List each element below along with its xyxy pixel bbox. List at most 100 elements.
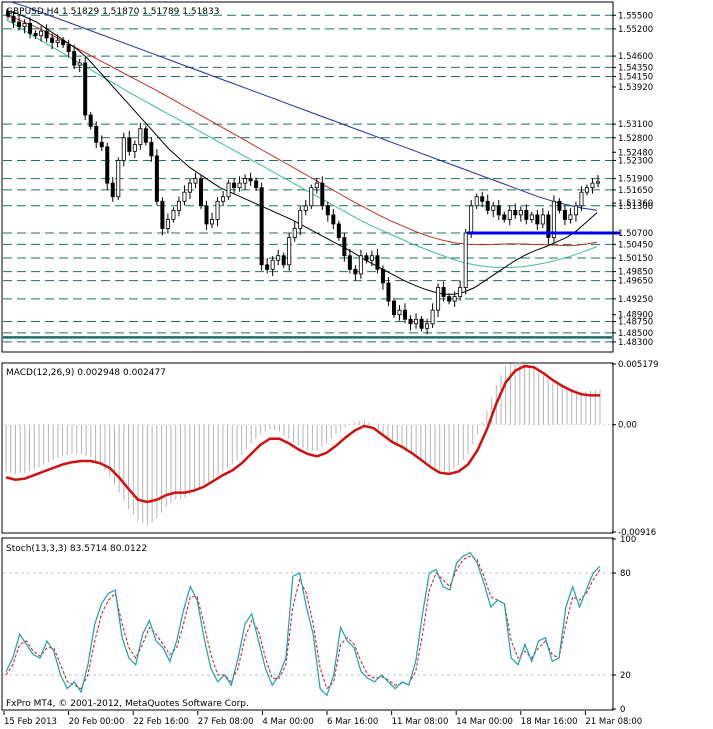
candle-body — [165, 219, 170, 229]
candle-body — [414, 318, 419, 325]
candle-body — [496, 205, 501, 216]
candle-body — [149, 141, 154, 157]
candle-body — [226, 182, 231, 198]
macd-axis: 0.005179 0.00 -0.00916 — [612, 360, 659, 538]
time-tick-label: 4 Mar 00:00 — [262, 717, 313, 727]
stoch-panel[interactable]: Stoch(13,3,3) 83.5714 80.0122 FxPro MT4,… — [1, 537, 614, 711]
stoch-main-line — [5, 551, 601, 697]
time-tick-label: 11 Mar 08:00 — [392, 717, 449, 727]
candle-body — [292, 228, 297, 238]
candle-body — [309, 187, 314, 207]
candle-body — [430, 309, 435, 325]
candle-body — [364, 255, 369, 261]
candle-body — [210, 219, 215, 225]
time-tick-label: 14 Mar 00:00 — [456, 717, 513, 727]
time-tick-label: 21 Mar 08:00 — [585, 717, 642, 727]
price-tick-label: 1.52800 — [618, 134, 653, 144]
price-tick-label: 1.50450 — [618, 240, 653, 250]
candle-body — [518, 209, 523, 216]
ma-slow-line — [5, 14, 598, 247]
macd-panel[interactable]: MACD(12,26,9) 0.002948 0.002477 — [1, 361, 614, 534]
candle-body — [535, 214, 540, 225]
candle-body — [143, 128, 148, 143]
candle-body — [314, 182, 319, 189]
candle-body — [160, 200, 165, 229]
time-tick-label: 27 Feb 08:00 — [198, 717, 254, 727]
price-tick-label: 1.52300 — [618, 156, 653, 166]
candle-body — [584, 187, 589, 193]
candle-body — [94, 126, 99, 143]
candle-body — [154, 155, 159, 202]
candle-body — [259, 187, 264, 266]
stoch-title: Stoch(13,3,3) 83.5714 80.0122 — [6, 544, 147, 554]
candle-body — [342, 237, 347, 257]
macd-tick-label: -0.00916 — [618, 528, 656, 538]
price-tick-label: 1.48300 — [618, 338, 653, 348]
candle-body — [579, 191, 584, 207]
candle-body — [22, 23, 27, 27]
candle-body — [281, 255, 286, 266]
candle-body — [298, 209, 303, 229]
candle-body — [391, 300, 396, 316]
moving-averages — [5, 1, 598, 295]
price-tick-label: 1.51900 — [618, 175, 653, 185]
candle-body — [336, 223, 341, 238]
candle-body — [248, 178, 253, 182]
candle-body — [44, 30, 49, 39]
time-axis: 15 Feb 2013 20 Feb 00:00 22 Feb 16:00 27 Fe… — [3, 711, 642, 727]
candle-body — [11, 15, 16, 23]
price-panel[interactable]: GBPUSD,H4 1.51829 1.51870 1.51789 1.5183… — [1, 1, 620, 353]
candle-body — [358, 255, 363, 275]
stoch-axis: 100 80 20 0 — [612, 535, 636, 715]
price-tick-label: 1.49850 — [618, 268, 653, 278]
stoch-panel-frame — [1, 537, 614, 711]
time-tick-label: 20 Feb 00:00 — [69, 717, 125, 727]
price-tick-label: 1.55500 — [618, 11, 653, 21]
candle-body — [77, 62, 82, 66]
macd-signal-line — [5, 364, 600, 504]
candle-body — [546, 214, 551, 238]
candle-body — [320, 182, 325, 207]
price-tick-label: 1.48500 — [618, 329, 653, 339]
candle-body — [17, 21, 22, 27]
macd-tick-label: 0.005179 — [618, 360, 659, 370]
price-axis: 1.55500 1.55200 1.546001.543501.541501.539… — [612, 11, 653, 348]
candle-body — [72, 51, 77, 66]
price-tick-label: 1.53920 — [618, 83, 653, 93]
candle-body — [562, 209, 567, 220]
candle-body — [331, 214, 336, 225]
candle-body — [596, 181, 601, 184]
candle-body — [557, 200, 562, 211]
price-tick-label: 1.50150 — [618, 254, 653, 264]
candle-body — [138, 128, 143, 145]
candle-body — [61, 39, 66, 46]
price-tick-label: 1.48750 — [618, 318, 653, 328]
candle-body — [441, 287, 446, 297]
stoch-tick-label: 80 — [620, 569, 631, 579]
candle-body — [270, 259, 275, 270]
price-tick-label: 1.54350 — [618, 63, 653, 73]
candle-body — [176, 200, 181, 211]
candle-body — [254, 180, 259, 189]
candle-body — [524, 209, 529, 220]
candle-body — [540, 214, 545, 225]
candle-body — [375, 255, 380, 270]
candle-body — [573, 205, 578, 216]
candle-body — [425, 323, 430, 329]
horizontal-levels — [3, 14, 612, 343]
price-tick-label: 1.51650 — [618, 186, 653, 196]
price-tick-label: 1.48900 — [618, 311, 653, 321]
candle-body — [353, 268, 358, 275]
price-tick-label: 1.53100 — [618, 120, 653, 130]
candles — [6, 9, 601, 335]
candle-body — [265, 264, 270, 270]
candle-body — [507, 209, 512, 220]
candle-body — [469, 205, 474, 234]
candle-body — [182, 191, 187, 202]
candle-body — [28, 23, 33, 34]
candle-body — [127, 137, 132, 152]
candle-body — [551, 200, 556, 238]
candle-body — [590, 182, 595, 189]
